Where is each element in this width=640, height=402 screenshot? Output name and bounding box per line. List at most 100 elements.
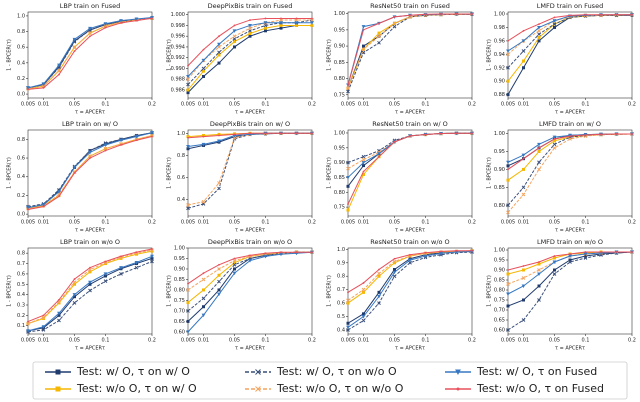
y-tick-label: 1.00 — [494, 131, 505, 137]
marker — [361, 318, 366, 323]
marker — [553, 25, 556, 29]
marker — [249, 19, 251, 21]
y-tick-label: 0.90 — [334, 160, 345, 166]
marker — [506, 93, 510, 97]
marker — [217, 279, 221, 284]
marker — [104, 262, 107, 266]
marker — [73, 50, 76, 52]
marker — [218, 35, 220, 38]
y-tick-label: 1.000 — [171, 12, 185, 18]
marker — [346, 208, 350, 212]
marker — [552, 146, 557, 150]
x-tick-label: 0.005 — [341, 220, 355, 226]
marker — [119, 266, 123, 270]
y-tick-label: 0.0 — [17, 212, 25, 218]
marker — [217, 288, 221, 292]
marker — [41, 203, 46, 207]
marker — [26, 329, 30, 333]
y-tick-label: 0.6 — [17, 45, 25, 51]
marker — [58, 73, 60, 76]
marker — [232, 135, 237, 140]
marker — [279, 18, 283, 22]
y-tick-label: 0.96 — [494, 38, 505, 44]
y-tick-label: 0.92 — [494, 65, 505, 71]
x-tick-label: 0.01 — [38, 102, 49, 108]
marker — [522, 265, 525, 267]
y-tick-label: 0.7 — [17, 261, 25, 267]
marker — [568, 137, 572, 141]
x-tick-label: 0.05 — [69, 220, 80, 226]
y-tick-label: 0.6 — [177, 175, 185, 181]
marker — [346, 89, 350, 94]
marker — [217, 267, 221, 271]
marker — [264, 29, 267, 33]
marker — [377, 34, 381, 39]
marker — [202, 69, 205, 73]
marker — [248, 23, 252, 28]
y-tick-label: 1.00 — [494, 12, 505, 18]
x-tick-label: 0.005 — [341, 102, 355, 108]
marker — [552, 142, 557, 147]
subplot-title: LBP train on Fused — [60, 2, 120, 10]
marker — [346, 328, 350, 332]
marker — [600, 133, 602, 136]
marker — [103, 272, 108, 276]
marker — [58, 298, 60, 301]
marker — [103, 22, 108, 26]
marker — [295, 132, 298, 135]
x-tick-label: 0.01 — [518, 338, 529, 344]
marker — [506, 49, 510, 53]
x-tick-label: 0.05 — [69, 102, 80, 108]
marker — [361, 154, 366, 159]
marker — [150, 259, 154, 264]
subplot-title: DeepPixBis train on Fused — [208, 2, 293, 10]
y-tick-label: 0.994 — [171, 44, 185, 50]
x-tick-label: 0.01 — [518, 220, 529, 226]
marker — [279, 21, 283, 25]
plot-area — [347, 129, 473, 217]
x-tick-label: 0.05 — [229, 338, 240, 344]
marker — [72, 170, 77, 174]
y-tick-label: 0.95 — [494, 149, 505, 155]
marker — [506, 210, 510, 215]
marker — [248, 32, 252, 35]
series-line — [347, 251, 473, 331]
marker — [57, 313, 61, 317]
marker — [471, 132, 473, 135]
marker — [150, 249, 154, 253]
marker — [57, 63, 61, 68]
marker — [119, 256, 123, 260]
y-axis-label: 1 - BPCER(τ) — [7, 39, 13, 71]
marker — [507, 168, 509, 171]
y-tick-label: 0.88 — [494, 92, 505, 98]
marker — [186, 145, 190, 149]
plot-area — [347, 11, 473, 99]
marker — [377, 294, 381, 299]
marker — [439, 251, 443, 256]
marker — [361, 161, 366, 165]
marker — [310, 18, 314, 22]
marker — [440, 13, 442, 15]
marker — [521, 49, 526, 53]
marker — [72, 165, 77, 170]
x-axis-label: τ = APCERτ — [75, 110, 105, 116]
marker — [57, 190, 61, 194]
marker — [151, 17, 153, 20]
y-tick-label: 0.90 — [494, 268, 505, 274]
x-tick-label: 0.2 — [628, 102, 636, 108]
marker — [57, 311, 61, 316]
y-tick-label: 0.95 — [494, 258, 505, 264]
marker — [346, 86, 350, 91]
y-axis-label: 1 - BPCER(τ) — [327, 39, 333, 71]
x-tick-label: 0.1 — [422, 102, 430, 108]
y-tick-label: 0.65 — [174, 319, 185, 325]
marker — [103, 143, 108, 147]
x-tick-label: 0.1 — [422, 338, 430, 344]
y-tick-label: 0.80 — [494, 203, 505, 209]
marker — [150, 256, 154, 260]
x-tick-label: 0.05 — [549, 338, 560, 344]
marker — [88, 31, 92, 35]
series-line — [507, 251, 633, 331]
marker — [57, 193, 61, 197]
